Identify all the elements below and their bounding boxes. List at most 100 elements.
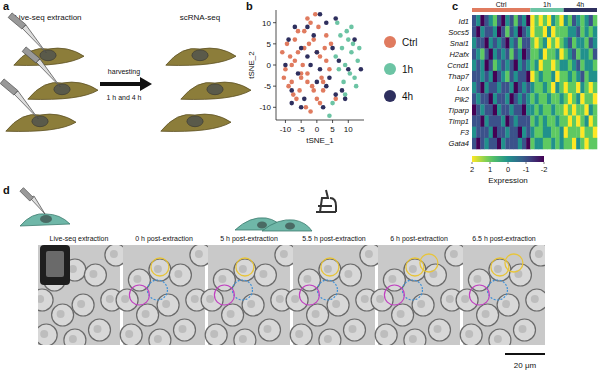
- point: [338, 33, 343, 38]
- heat-cell: [576, 71, 580, 82]
- heat-cell: [476, 26, 480, 37]
- heat-cell: [480, 49, 484, 60]
- heat-cell: [543, 116, 547, 127]
- label: 10: [344, 125, 353, 134]
- heat-cell: [580, 93, 584, 104]
- panel-b: -10-50510-10-50510tSNE_1tSNE_2Ctrl1h4h: [247, 10, 418, 145]
- heat-cell: [593, 49, 597, 60]
- cell-nucleus: [280, 250, 288, 258]
- heat-cell: [576, 15, 580, 26]
- cell-nucleus: [380, 330, 388, 338]
- heat-cell: [580, 104, 584, 115]
- point: [324, 20, 329, 25]
- heat-cell: [497, 26, 501, 37]
- heat-cell: [585, 49, 589, 60]
- heat-cell: [526, 104, 530, 115]
- heat-cell: [589, 37, 593, 48]
- heat-cell: [493, 37, 497, 48]
- cell-nucleus: [291, 295, 299, 303]
- point: [333, 16, 338, 21]
- point: [321, 80, 326, 85]
- heat-cell: [589, 60, 593, 71]
- cell-image: [497, 294, 519, 316]
- heat-cell: [543, 26, 547, 37]
- point: [333, 97, 338, 102]
- heat-cell: [593, 37, 597, 48]
- cell-nucleus: [195, 250, 203, 258]
- heat-cell: [530, 138, 534, 149]
- cell-nucleus: [57, 310, 65, 318]
- heat-cell: [505, 93, 509, 104]
- heat-cell: [568, 104, 572, 115]
- point: [340, 88, 345, 93]
- label: b: [246, 0, 253, 12]
- heat-cell: [564, 15, 568, 26]
- heat-cell: [493, 49, 497, 60]
- heat-cell: [485, 15, 489, 26]
- heat-cell: [522, 26, 526, 37]
- heat-cell: [530, 37, 534, 48]
- heat-cell: [555, 138, 559, 149]
- heat-cell: [593, 82, 597, 93]
- heat-cell: [518, 82, 522, 93]
- point: [352, 75, 357, 80]
- heat-cell: [485, 104, 489, 115]
- heat-cell: [530, 26, 534, 37]
- point: [305, 25, 310, 30]
- heat-cell: [518, 116, 522, 127]
- heat-cell: [564, 60, 568, 71]
- cell-image: [254, 264, 276, 286]
- heat-cell: [593, 15, 597, 26]
- heat-cell: [505, 37, 509, 48]
- cell-nucleus: [376, 295, 384, 303]
- cell-image: [89, 319, 111, 341]
- heat-cell: [585, 116, 589, 127]
- y-tick: [273, 65, 276, 66]
- cell-image: [174, 319, 196, 341]
- heat-cell: [543, 127, 547, 138]
- heat-cell: [522, 15, 526, 26]
- heat-cell: [480, 116, 484, 127]
- heat-cell: [551, 104, 555, 115]
- heat-cell: [547, 104, 551, 115]
- heat-cell: [514, 104, 518, 115]
- label: 6.5 h post-extraction: [472, 235, 536, 243]
- heat-cell: [547, 26, 551, 37]
- point: [324, 58, 329, 63]
- cell: [166, 48, 236, 65]
- label: 1h: [543, 1, 551, 8]
- heat-cell: [560, 60, 564, 71]
- cell-nucleus: [409, 335, 417, 343]
- heat-cell: [472, 26, 476, 37]
- point: [307, 42, 312, 47]
- heat-cell: [480, 26, 484, 37]
- label: 0 h post-extraction: [135, 235, 193, 243]
- heat-cell: [522, 71, 526, 82]
- point: [297, 88, 302, 93]
- point: [343, 97, 348, 102]
- heat-cell: [539, 93, 543, 104]
- frame-content: [201, 245, 297, 345]
- heat-cell: [530, 116, 534, 127]
- label: 1 h and 4 h: [106, 94, 141, 101]
- heat-cell: [555, 15, 559, 26]
- point: [302, 29, 307, 34]
- label: Live-seq extraction: [14, 13, 81, 22]
- heat-cell: [480, 93, 484, 104]
- frame-content: [286, 245, 382, 345]
- heat-cell: [518, 37, 522, 48]
- heat-cell: [510, 49, 514, 60]
- heat-cell: [576, 116, 580, 127]
- cell-nucleus: [89, 270, 97, 278]
- heat-cell: [510, 127, 514, 138]
- heat-cell: [476, 15, 480, 26]
- cell-image: [72, 294, 94, 316]
- nucleus: [40, 50, 56, 61]
- heat-cell: [510, 116, 514, 127]
- heat-cell: [560, 71, 564, 82]
- heat-cell: [530, 82, 534, 93]
- heat-cell: [505, 138, 509, 149]
- heat-cell: [589, 138, 593, 149]
- microscope: [316, 190, 336, 212]
- point: [337, 67, 342, 72]
